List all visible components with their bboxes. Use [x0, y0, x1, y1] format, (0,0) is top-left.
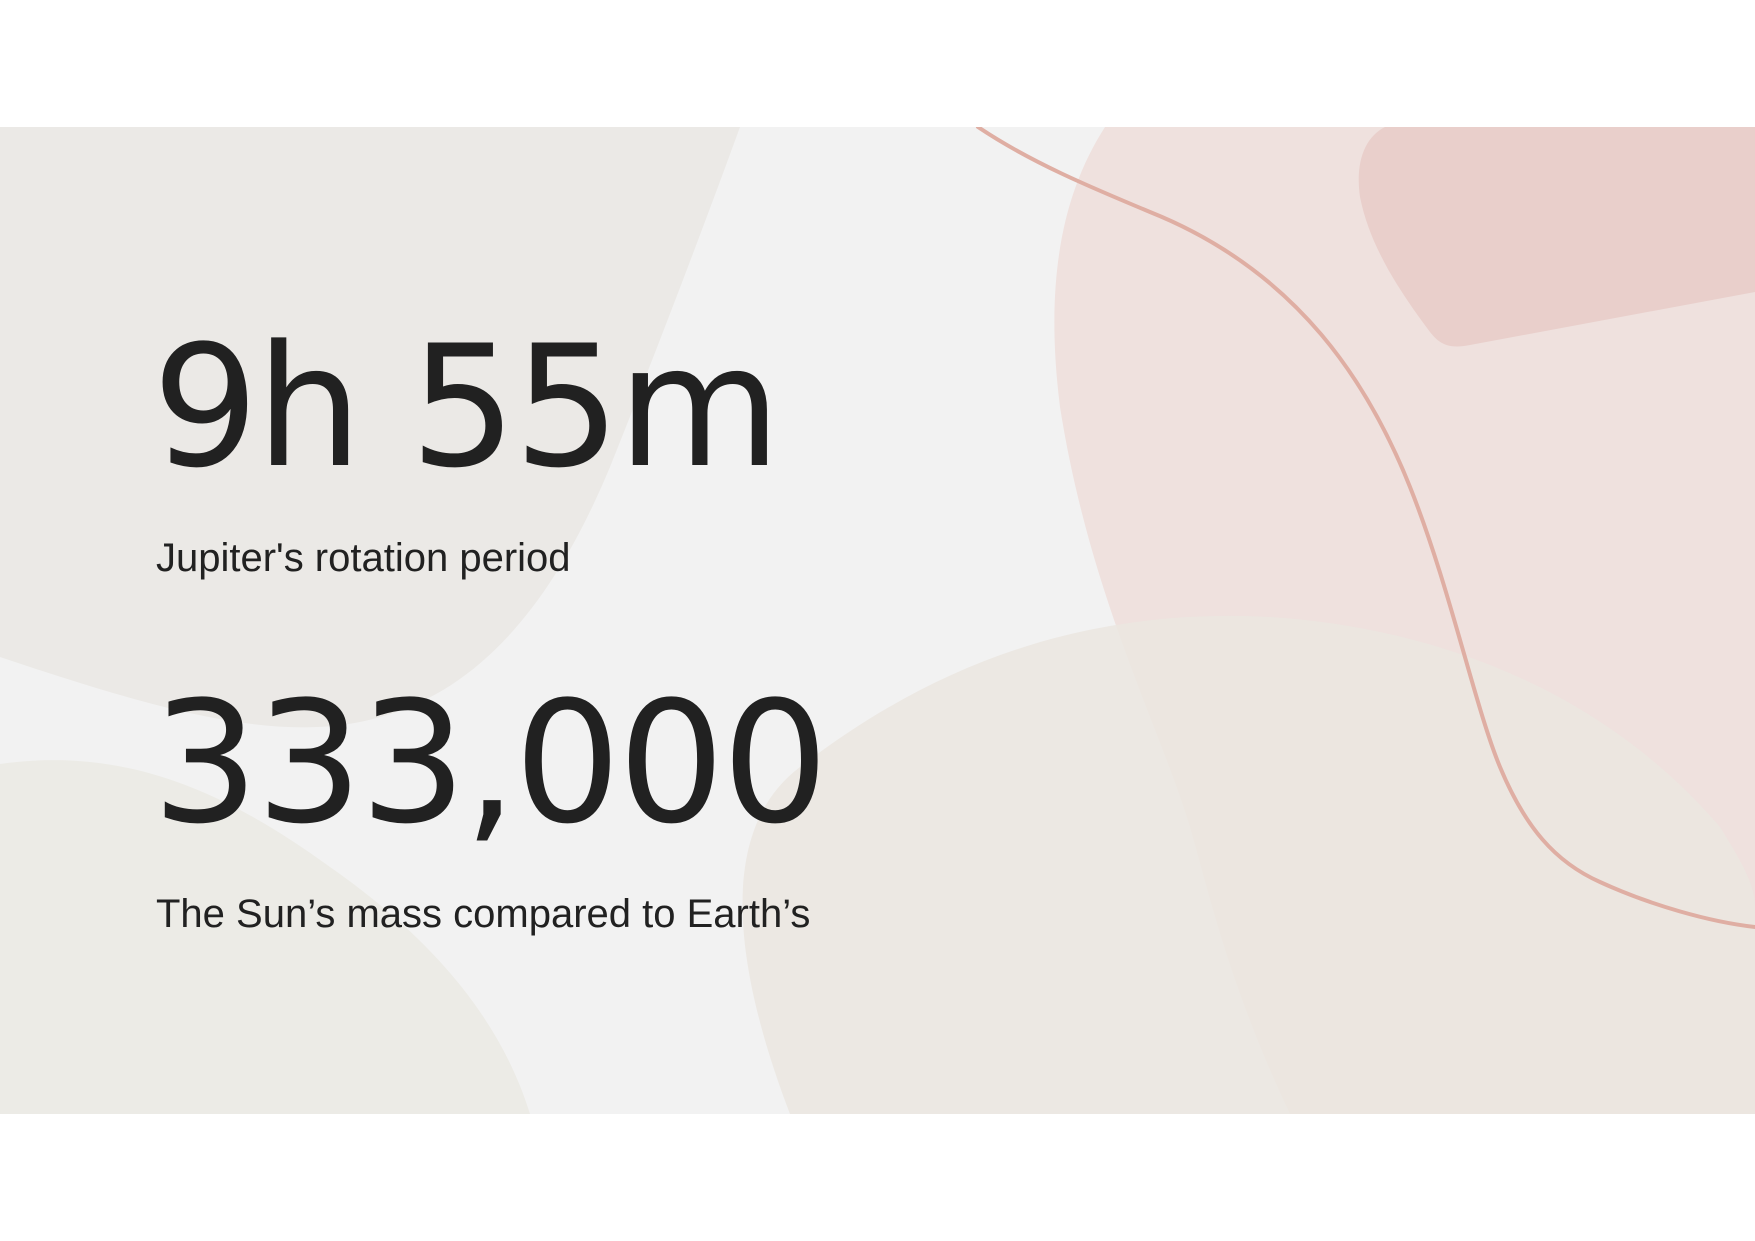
stat-value-sun-mass: 333,000 [152, 665, 829, 861]
stat-value-rotation: 9h 55m [152, 309, 781, 505]
pink-shape-top-right [1358, 127, 1755, 347]
accent-curve-line [976, 127, 1755, 929]
stat-label-sun-mass: The Sun’s mass compared to Earth’s [156, 892, 811, 936]
beige-blob-bottom-left [0, 760, 530, 1114]
background-shapes [0, 127, 1755, 1114]
grey-blob-top-left [0, 127, 740, 728]
beige-blob-bottom-right [742, 615, 1755, 1114]
stat-label-rotation: Jupiter's rotation period [156, 536, 571, 580]
slide: 9h 55m Jupiter's rotation period 333,000… [0, 127, 1755, 1114]
